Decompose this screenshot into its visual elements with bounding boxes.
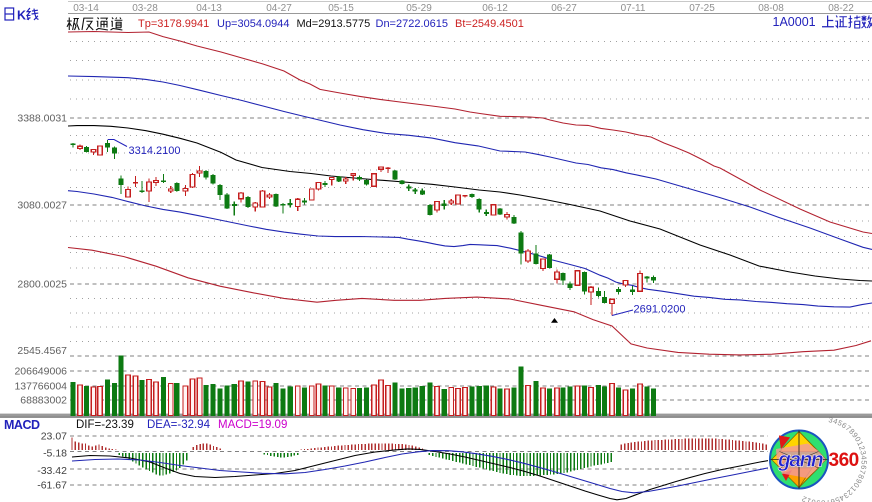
svg-text:04-27: 04-27 xyxy=(266,3,292,14)
svg-text:8: 8 xyxy=(856,473,866,480)
svg-text:0: 0 xyxy=(851,481,861,490)
svg-text:2691.0200: 2691.0200 xyxy=(634,304,686,316)
svg-text:Md=2913.5775: Md=2913.5775 xyxy=(297,18,371,30)
svg-text:-33.42: -33.42 xyxy=(37,465,67,477)
svg-text:-5.18: -5.18 xyxy=(43,448,67,460)
svg-text:gann: gann xyxy=(777,449,823,472)
svg-text:9: 9 xyxy=(850,431,860,440)
svg-text:MACD=19.09: MACD=19.09 xyxy=(218,419,287,431)
svg-text:07-25: 07-25 xyxy=(689,3,715,14)
svg-text:7: 7 xyxy=(825,498,830,502)
svg-text:3: 3 xyxy=(842,491,851,501)
svg-text:5: 5 xyxy=(859,460,868,464)
svg-text:5: 5 xyxy=(834,495,841,502)
svg-text:03-28: 03-28 xyxy=(132,3,158,14)
svg-text:0: 0 xyxy=(811,497,817,502)
svg-text:05-15: 05-15 xyxy=(328,3,354,14)
svg-text:4: 4 xyxy=(832,416,839,426)
svg-text:08-22: 08-22 xyxy=(828,3,854,14)
svg-text:2800.0025: 2800.0025 xyxy=(17,279,67,291)
svg-text:-61.67: -61.67 xyxy=(37,480,67,492)
svg-text:05-29: 05-29 xyxy=(406,3,432,14)
svg-text:2: 2 xyxy=(800,494,808,502)
svg-text:206649006: 206649006 xyxy=(14,366,67,378)
svg-text:0: 0 xyxy=(853,435,863,443)
svg-text:Tp=3178.9941: Tp=3178.9941 xyxy=(138,18,209,30)
svg-text:68883002: 68883002 xyxy=(20,395,67,407)
svg-text:DIF=-23.39: DIF=-23.39 xyxy=(76,419,134,431)
svg-text:137766004: 137766004 xyxy=(14,381,67,393)
svg-text:2: 2 xyxy=(857,445,867,452)
svg-text:2: 2 xyxy=(845,488,854,497)
svg-text:1A0001: 1A0001 xyxy=(773,15,816,29)
svg-text:23.07: 23.07 xyxy=(41,431,67,443)
svg-text:07-11: 07-11 xyxy=(621,3,646,14)
svg-text:3: 3 xyxy=(828,415,834,425)
svg-text:1: 1 xyxy=(849,484,858,493)
svg-text:8: 8 xyxy=(847,427,856,436)
svg-text:1: 1 xyxy=(855,440,865,448)
svg-text:9: 9 xyxy=(816,498,821,502)
svg-text:3: 3 xyxy=(858,450,868,456)
svg-text:7: 7 xyxy=(858,469,868,475)
svg-text:6: 6 xyxy=(859,465,869,471)
svg-text:6: 6 xyxy=(830,497,836,502)
svg-text:1: 1 xyxy=(805,496,812,502)
svg-text:2545.4567: 2545.4567 xyxy=(17,345,67,357)
svg-text:03-14: 03-14 xyxy=(73,3,99,14)
svg-text:04-13: 04-13 xyxy=(196,3,222,14)
svg-text:MACD: MACD xyxy=(4,418,40,432)
svg-text:Up=3054.0944: Up=3054.0944 xyxy=(217,18,289,30)
svg-text:06-12: 06-12 xyxy=(482,3,508,14)
svg-text:3388.0031: 3388.0031 xyxy=(17,113,67,125)
svg-text:Dn=2722.0615: Dn=2722.0615 xyxy=(376,18,448,30)
svg-text:7: 7 xyxy=(844,423,853,433)
svg-text:6: 6 xyxy=(840,420,848,430)
svg-text:K: K xyxy=(17,9,26,23)
svg-text:360: 360 xyxy=(829,450,859,471)
svg-text:9: 9 xyxy=(854,477,864,485)
svg-text:06-27: 06-27 xyxy=(551,3,577,14)
svg-text:3314.2100: 3314.2100 xyxy=(129,145,181,157)
svg-text:4: 4 xyxy=(859,455,868,460)
svg-text:08-08: 08-08 xyxy=(758,3,784,14)
svg-text:DEA=-32.94: DEA=-32.94 xyxy=(147,419,211,431)
svg-text:5: 5 xyxy=(836,418,844,428)
svg-text:4: 4 xyxy=(838,493,846,502)
svg-text:Bt=2549.4501: Bt=2549.4501 xyxy=(455,18,524,30)
svg-text:3080.0027: 3080.0027 xyxy=(17,200,67,212)
svg-text:8: 8 xyxy=(821,498,825,502)
